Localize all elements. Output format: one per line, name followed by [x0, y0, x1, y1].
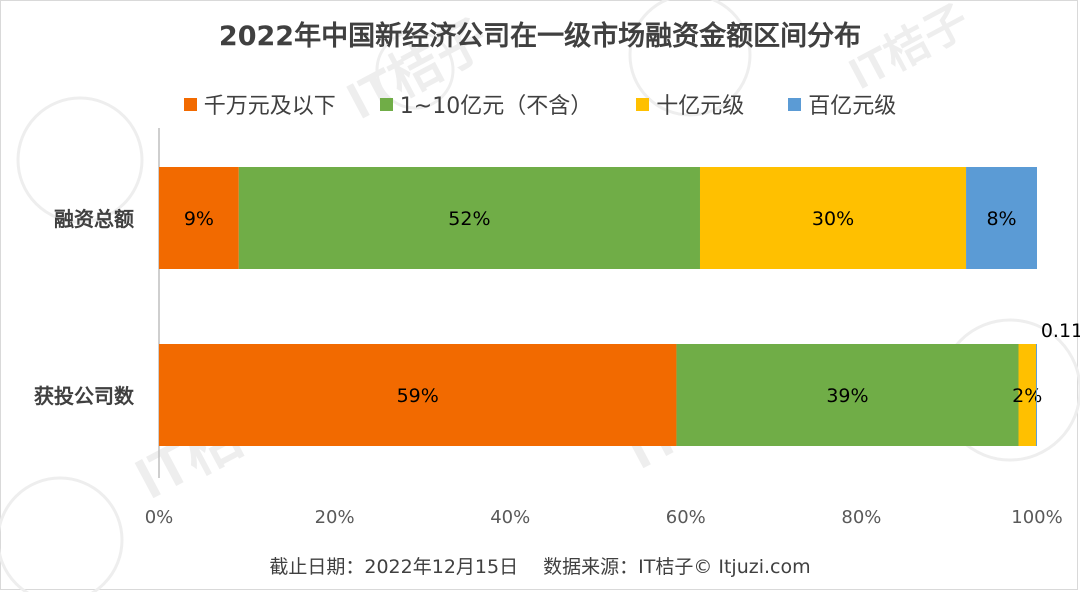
bar-segment — [1036, 344, 1037, 446]
legend-swatch — [788, 97, 802, 111]
x-tick-label: 100% — [1011, 507, 1062, 528]
source-footer: 截止日期：2022年12月15日 数据来源：IT桔子© Itjuzi.com — [269, 556, 811, 578]
bar-segment — [159, 167, 239, 269]
legend-item-0: 千万元及以下 — [183, 88, 336, 120]
x-tick-label: 0% — [145, 507, 174, 528]
legend-item-3: 百亿元级 — [788, 88, 896, 120]
chart-title: 2022年中国新经济公司在一级市场融资金额区间分布 — [218, 21, 862, 52]
legend-swatch — [636, 97, 650, 111]
category-label: 获投公司数 — [34, 384, 135, 408]
data-label: 52% — [448, 208, 490, 230]
legend-label: 十亿元级 — [656, 94, 745, 119]
bar-segment — [238, 167, 700, 269]
legend-item-2: 十亿元级 — [636, 88, 744, 120]
bar-segment — [676, 344, 1019, 446]
bar-segment — [159, 344, 677, 446]
legend-swatch — [379, 97, 393, 111]
x-tick-label: 60% — [666, 507, 706, 528]
data-label: 39% — [826, 385, 868, 407]
data-label: 9% — [184, 208, 214, 230]
data-label: 30% — [812, 208, 854, 230]
legend-label: 百亿元级 — [808, 94, 897, 119]
x-tick-label: 40% — [490, 507, 530, 528]
legend-label: 千万元及以下 — [203, 94, 336, 119]
data-label: 0.11% — [1041, 320, 1080, 342]
chart-legend: 千万元及以下 1~10亿元（不含） 十亿元级 百亿元级 — [0, 88, 1080, 120]
bar-segment — [699, 167, 967, 269]
x-tick-label: 80% — [841, 507, 881, 528]
category-label: 融资总额 — [54, 207, 134, 231]
data-label: 2% — [1012, 385, 1042, 407]
data-label: 59% — [397, 385, 439, 407]
bar-segment — [1018, 344, 1037, 446]
x-tick-label: 20% — [315, 507, 355, 528]
data-label: 8% — [986, 208, 1016, 230]
legend-item-1: 1~10亿元（不含） — [379, 88, 593, 120]
legend-label: 1~10亿元（不含） — [399, 94, 593, 119]
legend-swatch — [183, 97, 197, 111]
bar-segment — [966, 167, 1037, 269]
